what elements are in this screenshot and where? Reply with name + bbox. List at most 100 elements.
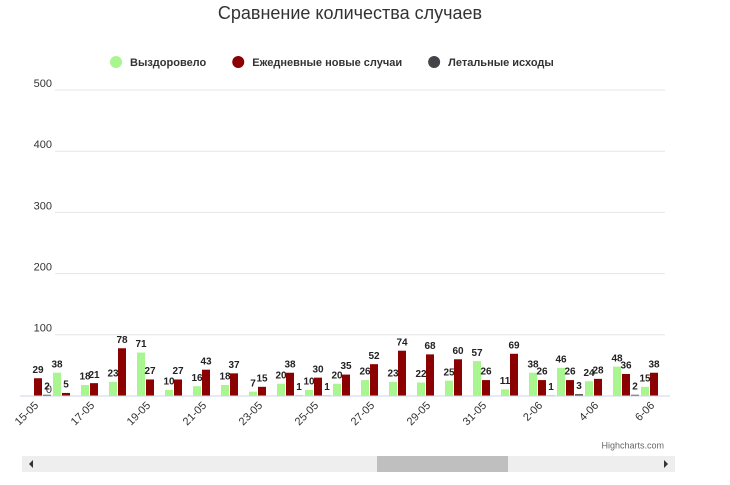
x-tick-label: 27-05 xyxy=(349,400,377,428)
bar[interactable] xyxy=(62,392,70,396)
data-label: 3 xyxy=(576,381,582,392)
bar[interactable] xyxy=(501,389,509,396)
bar[interactable] xyxy=(622,373,630,396)
bar[interactable] xyxy=(109,381,117,396)
data-label: 1 xyxy=(324,382,330,393)
data-label: 1 xyxy=(296,382,302,393)
bar[interactable] xyxy=(305,389,313,396)
scrollbar-thumb[interactable] xyxy=(377,456,508,472)
data-label: 28 xyxy=(592,366,604,377)
data-label: 16 xyxy=(191,373,203,384)
data-label: 23 xyxy=(107,369,119,380)
bar[interactable] xyxy=(594,378,602,396)
bar[interactable] xyxy=(221,384,229,396)
bar[interactable] xyxy=(249,391,257,396)
bar[interactable] xyxy=(90,383,98,396)
bar[interactable] xyxy=(53,372,61,396)
bar[interactable] xyxy=(165,389,173,396)
data-label: 2 xyxy=(632,381,638,392)
data-label: 25 xyxy=(443,367,455,378)
bar[interactable] xyxy=(575,394,583,396)
data-label: 27 xyxy=(144,366,156,377)
bar[interactable] xyxy=(417,382,425,396)
data-label: 74 xyxy=(396,337,408,348)
data-label: 1 xyxy=(548,382,554,393)
bar[interactable] xyxy=(342,374,350,396)
bar[interactable] xyxy=(277,383,285,396)
bar[interactable] xyxy=(641,386,649,396)
bar[interactable] xyxy=(585,381,593,396)
bar[interactable] xyxy=(174,379,182,396)
bar[interactable] xyxy=(557,367,565,396)
data-label: 43 xyxy=(200,356,212,367)
scroll-left[interactable] xyxy=(29,460,33,468)
bar[interactable] xyxy=(631,394,639,396)
legend-marker[interactable] xyxy=(232,56,245,68)
data-label: 24 xyxy=(583,368,595,379)
legend-label[interactable]: Выздоровело xyxy=(130,57,207,69)
data-label: 21 xyxy=(88,370,100,381)
data-label: 38 xyxy=(648,359,660,370)
bar[interactable] xyxy=(445,380,453,396)
data-label: 10 xyxy=(163,377,175,388)
bar[interactable] xyxy=(538,380,546,396)
credits[interactable]: Highcharts.com xyxy=(601,440,664,450)
bar[interactable] xyxy=(81,384,89,396)
bar[interactable] xyxy=(426,354,434,396)
bar[interactable] xyxy=(482,380,490,396)
y-tick-label: 500 xyxy=(34,78,52,90)
bar[interactable] xyxy=(43,394,51,396)
bar[interactable] xyxy=(230,373,238,396)
data-label: 20 xyxy=(331,370,343,381)
bar[interactable] xyxy=(333,383,341,396)
bar[interactable] xyxy=(398,350,406,396)
x-tick-label: 29-05 xyxy=(405,400,433,428)
data-label: 38 xyxy=(51,359,63,370)
legend-marker[interactable] xyxy=(110,56,122,68)
bar[interactable] xyxy=(370,364,378,396)
data-label: 69 xyxy=(508,340,520,351)
legend-marker[interactable] xyxy=(428,56,441,68)
bar[interactable] xyxy=(454,359,462,396)
scroll-right[interactable] xyxy=(664,460,668,468)
bar[interactable] xyxy=(473,361,481,396)
scrollbar-track[interactable] xyxy=(22,456,675,472)
bar[interactable] xyxy=(286,372,294,396)
bar[interactable] xyxy=(650,372,658,396)
data-label: 2 xyxy=(44,381,50,392)
bar[interactable] xyxy=(146,379,154,396)
y-tick-label: 100 xyxy=(34,323,52,335)
x-tick-label: 17-05 xyxy=(69,400,97,428)
data-label: 23 xyxy=(387,369,399,380)
data-label: 26 xyxy=(536,367,548,378)
bar[interactable] xyxy=(510,353,518,396)
data-label: 26 xyxy=(359,367,371,378)
bar[interactable] xyxy=(137,352,145,396)
bar[interactable] xyxy=(566,380,574,396)
bar[interactable] xyxy=(314,377,322,396)
data-label: 26 xyxy=(564,367,576,378)
data-label: 35 xyxy=(340,361,352,372)
legend-label[interactable]: Ежедневные новые случаи xyxy=(252,57,402,69)
data-label: 15 xyxy=(256,373,268,384)
data-label: 5 xyxy=(63,380,69,391)
bar[interactable] xyxy=(613,366,621,396)
legend-label[interactable]: Летальные исходы xyxy=(448,57,554,69)
data-label: 22 xyxy=(415,369,427,380)
data-label: 78 xyxy=(116,335,128,346)
bar[interactable] xyxy=(529,372,537,396)
data-label: 48 xyxy=(611,353,623,364)
bar[interactable] xyxy=(34,378,42,396)
bar[interactable] xyxy=(361,380,369,396)
data-label: 29 xyxy=(32,365,44,376)
bar[interactable] xyxy=(193,386,201,396)
bar[interactable] xyxy=(118,348,126,396)
x-tick-label: 21-05 xyxy=(181,400,209,428)
data-label: 18 xyxy=(219,372,231,383)
y-tick-label: 400 xyxy=(34,139,52,151)
bar[interactable] xyxy=(202,369,210,396)
bar[interactable] xyxy=(258,386,266,396)
data-label: 18 xyxy=(79,372,91,383)
bar[interactable] xyxy=(389,381,397,396)
